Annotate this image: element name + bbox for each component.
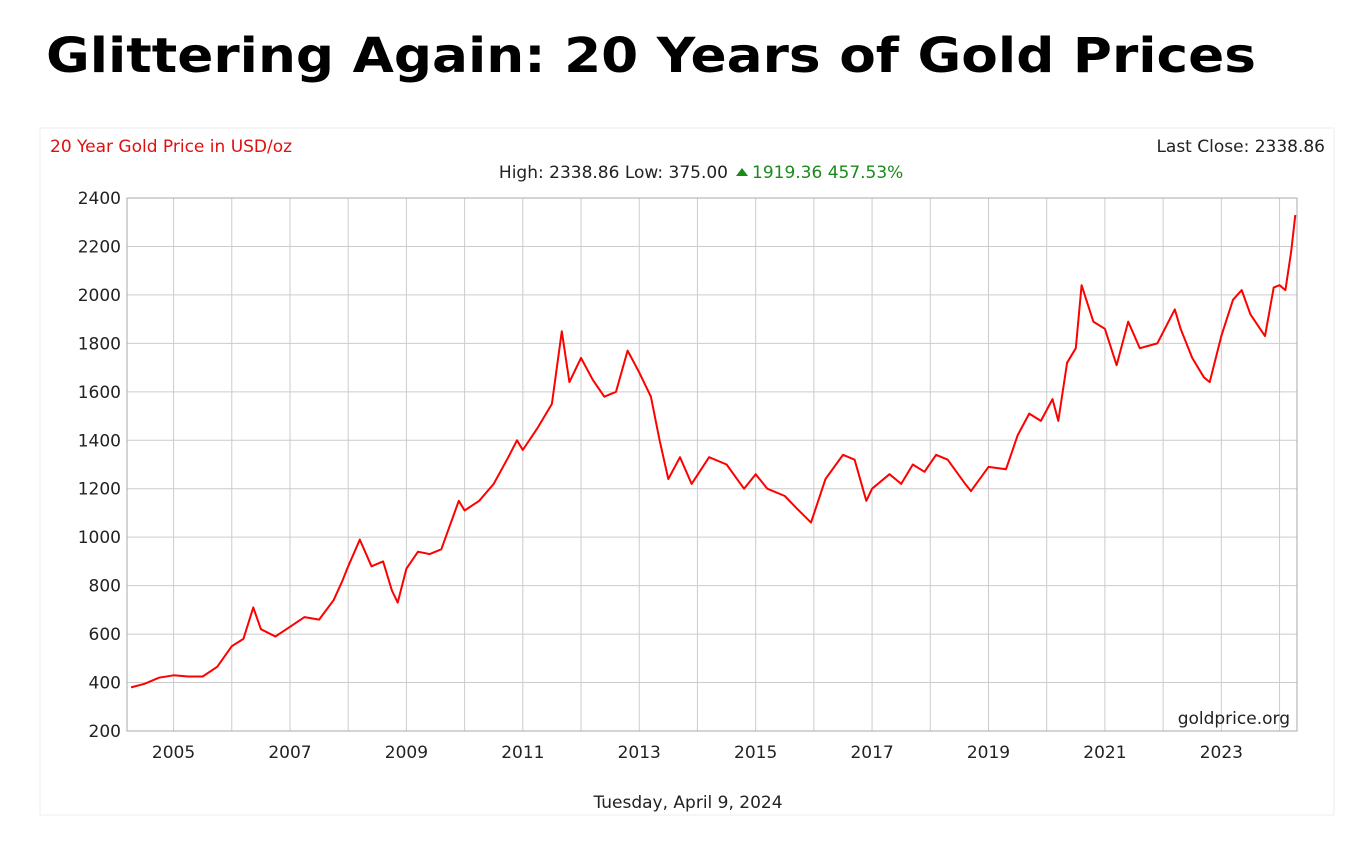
- y-tick-label: 1400: [78, 431, 121, 451]
- up-arrow: [736, 168, 748, 176]
- x-tick-label: 2023: [1200, 743, 1243, 763]
- page-title: Glittering Again: 20 Years of Gold Price…: [46, 28, 1256, 84]
- source: goldprice.org: [1178, 709, 1290, 729]
- y-tick-label: 800: [89, 577, 121, 597]
- last-close: Last Close: 2338.86: [1156, 137, 1325, 157]
- x-tick-label: 2019: [967, 743, 1010, 763]
- y-tick-label: 200: [89, 722, 121, 742]
- x-tick-label: 2013: [618, 743, 661, 763]
- price-line: [130, 214, 1297, 689]
- y-tick-label: 600: [89, 625, 121, 645]
- price-change: 1919.36 457.53%: [752, 163, 903, 183]
- plot-border: [126, 197, 1298, 732]
- y-tick-label: 1800: [78, 334, 121, 354]
- x-tick-label: 2007: [268, 743, 311, 763]
- y-tick-label: 2000: [78, 286, 121, 306]
- x-tick-label: 2015: [734, 743, 777, 763]
- y-tick-label: 400: [89, 674, 121, 694]
- y-tick-label: 2200: [78, 237, 121, 257]
- x-tick-label: 2021: [1083, 743, 1126, 763]
- y-tick-label: 2400: [78, 189, 121, 209]
- x-tick-label: 2009: [385, 743, 428, 763]
- x-tick-label: 2005: [152, 743, 195, 763]
- y-tick-label: 1200: [78, 480, 121, 500]
- y-tick-label: 1600: [78, 383, 121, 403]
- y-tick-label: 1000: [78, 528, 121, 548]
- x-tick-label: 2011: [501, 743, 544, 763]
- high-low: High: 2338.86 Low: 375.00: [499, 163, 728, 183]
- chart-subtitle: 20 Year Gold Price in USD/oz: [50, 137, 292, 157]
- plot-area: 200 400 600 800 1000 1200 1400 1600 1800 2000 2200…: [78, 189, 1298, 763]
- date: Tuesday, April 9, 2024: [592, 793, 782, 813]
- x-tick-label: 2017: [850, 743, 893, 763]
